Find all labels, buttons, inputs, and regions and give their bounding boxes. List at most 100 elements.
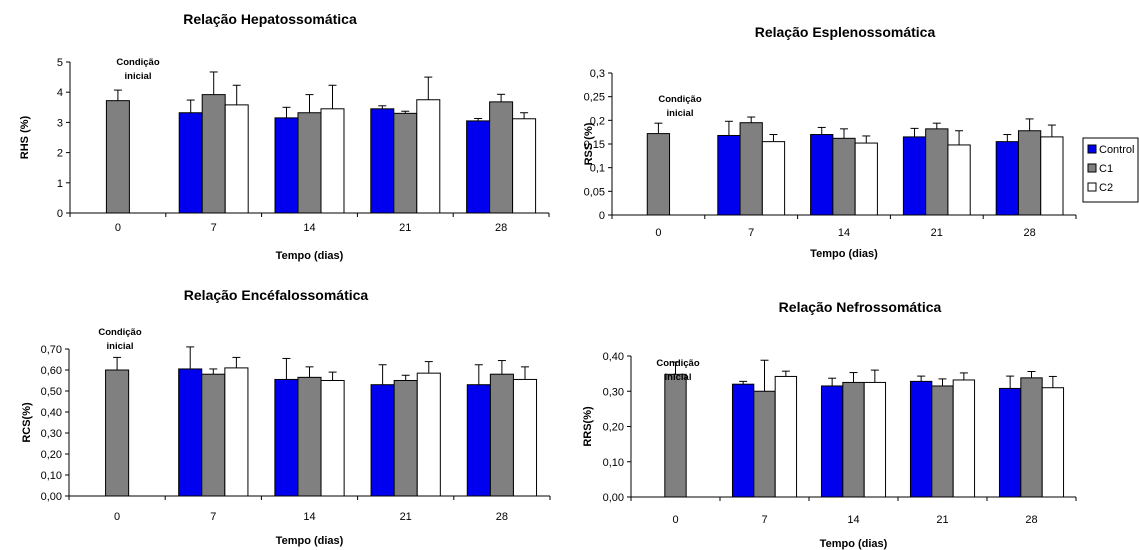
y-tick-label: 0,70: [41, 344, 62, 356]
bar-c1-21: [931, 385, 954, 498]
chart-encefalossomatica: Relação Encéfalossomática RCS(%) Tempo (di…: [21, 287, 551, 547]
y-tick-label: 0,20: [41, 449, 62, 461]
legend-swatch-c1: [1087, 163, 1097, 173]
x-tick-label: 7: [210, 511, 216, 523]
y-tick-label: 0,25: [584, 92, 605, 104]
bar-c1-28: [489, 373, 514, 497]
legend-label-control: Control: [1099, 144, 1134, 156]
y-tick-label: 0,20: [603, 422, 624, 434]
chart-hepatossomatica: Relação Hepatossomática RHS (%) Tempo (dia…: [19, 11, 550, 262]
bar-c1-14: [297, 376, 322, 497]
bar-control-28: [466, 120, 491, 214]
y-tick-label: 0,60: [41, 365, 62, 377]
annotation-line-1: Condição: [658, 94, 701, 105]
bar-c2-7: [224, 104, 249, 214]
x-tick-label: 14: [303, 511, 315, 523]
bar-initial-condition: [664, 373, 687, 498]
legend: Control C1 C2: [1082, 137, 1139, 203]
y-tick-label: 0,00: [41, 491, 62, 503]
x-tick-label: 28: [1025, 514, 1037, 526]
chart-nefrossomatica: Relação Nefrossomática RRS(%) Tempo (dias)…: [582, 299, 1077, 550]
chart-title: Relação Hepatossomática: [183, 11, 357, 27]
y-axis-label: RSS (%): [583, 122, 595, 165]
x-tick-label: 28: [1023, 227, 1035, 239]
bar-c1-21: [393, 380, 418, 497]
bar-c1-7: [201, 94, 226, 214]
bar-control-21: [370, 108, 395, 214]
bar-control-7: [731, 383, 755, 498]
x-tick-label: 28: [495, 222, 507, 234]
y-tick-label: 0,2: [590, 115, 605, 127]
x-tick-label: 7: [211, 222, 217, 234]
bar-c1-21: [925, 128, 949, 216]
bar-c2-7: [774, 375, 798, 498]
y-tick-label: 0: [599, 210, 605, 222]
annotation-line-2: inicial: [125, 71, 152, 82]
bar-c2-28: [1041, 387, 1065, 498]
bar-c2-28: [512, 378, 538, 497]
y-tick-label: 0,30: [603, 386, 624, 398]
bar-control-28: [998, 387, 1022, 498]
bar-c1-21: [393, 112, 418, 214]
bar-c2-21: [416, 99, 441, 214]
bar-control-7: [178, 112, 203, 214]
bar-control-21: [909, 380, 933, 498]
x-tick-label: 28: [496, 511, 508, 523]
y-tick-label: 0: [57, 208, 63, 220]
x-tick-label: 21: [936, 514, 948, 526]
x-axis-label: Tempo (dias): [276, 535, 344, 547]
chart-title: Relação Encéfalossomática: [184, 287, 369, 303]
legend-swatch-control: [1087, 144, 1097, 154]
x-tick-label: 21: [399, 222, 411, 234]
x-tick-label: 14: [847, 514, 859, 526]
x-axis-label: Tempo (dias): [276, 250, 344, 262]
x-tick-label: 0: [115, 222, 121, 234]
y-tick-label: 0,40: [603, 351, 624, 363]
bar-c1-14: [297, 112, 322, 214]
bar-c2-14: [863, 381, 887, 498]
bar-c1-28: [1017, 130, 1042, 216]
x-tick-label: 21: [400, 511, 412, 523]
bar-c1-14: [842, 381, 865, 498]
x-tick-label: 0: [672, 514, 678, 526]
annotation-line-1: Condição: [98, 327, 141, 338]
y-tick-label: 0,1: [590, 163, 605, 175]
y-axis-label: RCS(%): [21, 402, 33, 443]
x-tick-label: 7: [748, 227, 754, 239]
y-tick-label: 2: [57, 148, 63, 160]
y-tick-label: 5: [57, 57, 63, 69]
bar-c2-14: [320, 380, 345, 497]
y-tick-label: 0,05: [584, 186, 605, 198]
bar-c2-7: [761, 141, 786, 216]
bar-control-28: [995, 141, 1019, 216]
bar-c2-14: [320, 108, 345, 214]
bar-c2-28: [1040, 136, 1064, 216]
bar-c2-7: [224, 367, 249, 497]
x-tick-label: 0: [655, 227, 661, 239]
bar-c1-7: [753, 390, 776, 498]
y-tick-label: 4: [57, 87, 63, 99]
x-tick-label: 14: [303, 222, 315, 234]
bar-c2-21: [952, 379, 976, 498]
y-tick-label: 0,50: [41, 386, 62, 398]
chart-title: Relação Esplenossomática: [755, 24, 936, 40]
annotation-line-2: inicial: [665, 372, 692, 383]
bar-control-14: [274, 378, 299, 497]
bar-control-14: [820, 385, 844, 498]
bar-control-28: [466, 384, 491, 497]
bar-control-14: [274, 117, 299, 214]
legend-swatch-c2: [1087, 182, 1097, 192]
bar-c1-7: [201, 373, 226, 497]
y-tick-label: 0,15: [584, 139, 605, 151]
chart-title: Relação Nefrossomática: [779, 299, 942, 315]
chart-esplenossomatica: Relação Esplenossomática RSS (%) Tempo (di…: [583, 24, 1139, 260]
bar-initial-condition: [105, 369, 130, 497]
bar-control-7: [178, 368, 203, 497]
y-tick-label: 0,3: [590, 68, 605, 80]
y-axis-label: RRS(%): [582, 406, 594, 447]
x-tick-label: 14: [838, 227, 850, 239]
y-tick-label: 0,10: [41, 470, 62, 482]
annotation-line-1: Condição: [116, 57, 159, 68]
x-axis-label: Tempo (dias): [820, 538, 888, 550]
